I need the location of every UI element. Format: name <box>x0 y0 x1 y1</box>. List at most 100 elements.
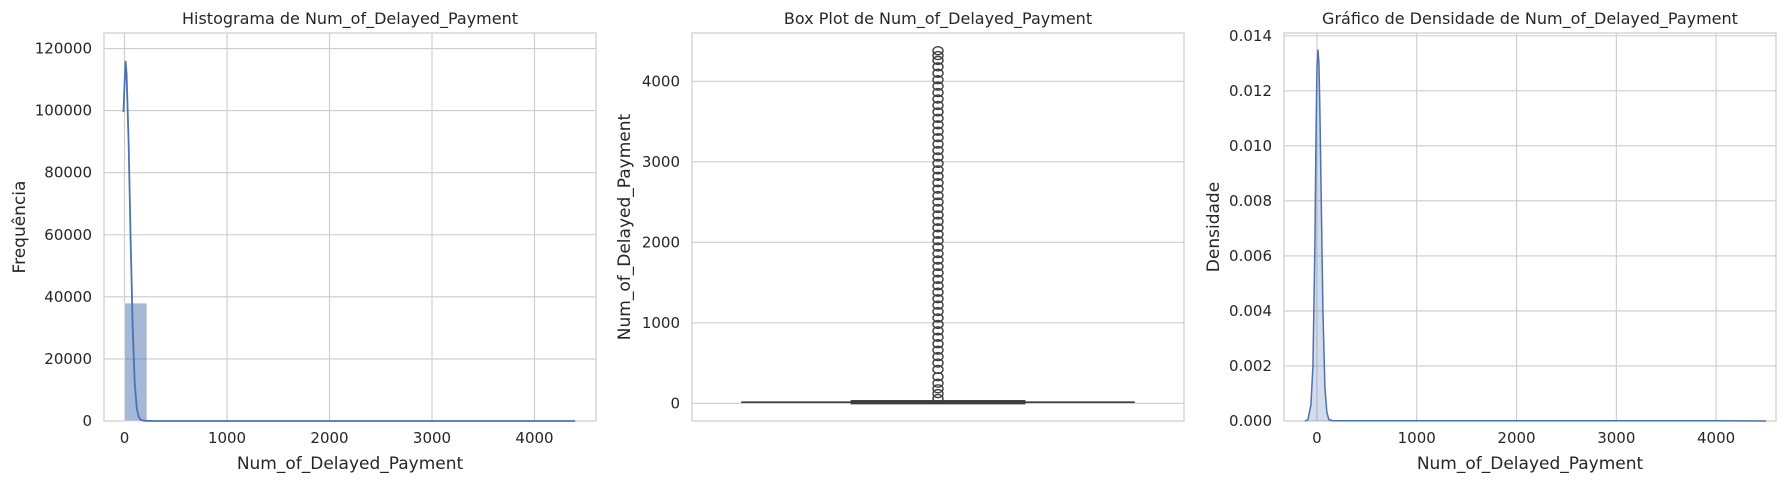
boxplot-outlier-point <box>932 223 944 233</box>
boxplot-outlier-point <box>932 120 944 130</box>
boxplot-outlier-point <box>932 358 944 368</box>
boxplot-outlier-point <box>932 345 944 355</box>
boxplot-outlier-point <box>932 339 944 349</box>
density-y-tick-label: 0.012 <box>1229 82 1272 100</box>
histogram-y-tick-label: 40000 <box>44 288 92 306</box>
boxplot-outlier-point <box>932 281 944 291</box>
boxplot-outlier-point <box>932 113 944 124</box>
boxplot-outlier-point <box>932 372 944 382</box>
histogram-y-axis-label: Frequência <box>10 181 30 274</box>
density-y-tick-label: 0.010 <box>1229 137 1272 155</box>
boxplot-outlier-point <box>932 248 944 259</box>
density-y-tick-labels: 0.000 0.002 0.004 0.006 0.008 0.010 0.012 0.014 <box>1229 27 1272 430</box>
histogram-x-tick-label: 4000 <box>515 429 553 447</box>
boxplot-outlier-point <box>932 255 944 265</box>
density-title: Gráfico de Densidade de Num_of_Delayed_P… <box>1322 9 1738 29</box>
histogram-x-tick-label: 2000 <box>310 429 348 447</box>
density-x-axis-label: Num_of_Delayed_Payment <box>1417 454 1644 474</box>
boxplot-outlier-point <box>932 388 944 399</box>
histogram-y-tick-label: 20000 <box>44 350 92 368</box>
boxplot-outlier-point <box>932 50 944 61</box>
density-y-tick-label: 0.002 <box>1229 357 1272 375</box>
histogram-title: Histograma de Num_of_Delayed_Payment <box>182 9 518 29</box>
boxplot-outlier-point <box>932 351 944 362</box>
boxplot-outlier-point <box>932 300 944 310</box>
boxplot-y-tick-label: 0 <box>670 394 680 412</box>
density-x-tick-label: 3000 <box>1597 429 1635 447</box>
boxplot-outlier-point <box>932 171 944 181</box>
boxplot-outlier-point <box>932 268 944 278</box>
boxplot-panel: 0 1000 2000 3000 4000 Box Plot de Num_of_Del… <box>615 9 1185 422</box>
density-y-tick-label: 0.000 <box>1229 412 1272 430</box>
boxplot-outlier-point <box>932 145 944 156</box>
density-x-tick-labels: 0 1000 2000 3000 4000 <box>1312 429 1735 447</box>
histogram-y-tick-label: 120000 <box>35 40 92 58</box>
boxplot-outlier-point <box>932 326 944 336</box>
boxplot-outlier-point <box>932 261 944 272</box>
boxplot-outlier-point <box>932 378 944 388</box>
density-y-tick-label: 0.008 <box>1229 192 1272 210</box>
boxplot-outlier-point <box>932 94 944 104</box>
boxplot-outlier-point <box>932 81 944 91</box>
boxplot-outlier-point <box>932 216 944 227</box>
boxplot-outlier-point <box>932 313 944 323</box>
boxplot-title: Box Plot de Num_of_Delayed_Payment <box>784 9 1092 29</box>
density-y-tick-label: 0.004 <box>1229 302 1272 320</box>
boxplot-outlier-point <box>932 139 944 149</box>
boxplot-outlier-point <box>932 68 944 78</box>
boxplot-outlier-point <box>932 46 944 56</box>
histogram-x-tick-label: 3000 <box>413 429 451 447</box>
boxplot-outliers <box>932 46 944 404</box>
histogram-y-tick-label: 100000 <box>35 102 92 120</box>
boxplot-outlier-point <box>932 306 944 317</box>
density-x-tick-label: 4000 <box>1697 429 1735 447</box>
boxplot-outlier-point <box>932 293 944 304</box>
boxplot-outlier-point <box>932 235 944 246</box>
boxplot-outlier-point <box>932 165 944 175</box>
histogram-y-tick-label: 80000 <box>44 164 92 182</box>
boxplot-outlier-point <box>932 62 944 72</box>
boxplot-outlier-point <box>932 158 944 169</box>
histogram-kde-line <box>122 60 576 422</box>
histogram-x-tick-label: 0 <box>120 429 130 447</box>
boxplot-y-axis-label: Num_of_Delayed_Payment <box>615 113 635 340</box>
histogram-y-tick-label: 0 <box>82 412 92 430</box>
histogram-panel: 0 1000 2000 3000 4000 0 20000 40000 60000 80000 1… <box>10 9 597 474</box>
boxplot-outlier-point <box>932 332 944 342</box>
density-y-tick-label: 0.006 <box>1229 247 1272 265</box>
histogram-plot-area <box>103 32 597 422</box>
density-line <box>1304 49 1767 422</box>
histogram-x-axis-label: Num_of_Delayed_Payment <box>237 454 464 474</box>
boxplot-outlier-point <box>932 274 944 285</box>
density-y-tick-label: 0.014 <box>1229 27 1272 45</box>
boxplot-outlier-point <box>932 74 944 85</box>
boxplot-outlier-point <box>932 152 944 162</box>
histogram-x-tick-label: 1000 <box>208 429 246 447</box>
histogram-y-tick-labels: 0 20000 40000 60000 80000 100000 120000 <box>35 40 92 430</box>
boxplot-outlier-point <box>932 197 944 207</box>
boxplot-outlier-point <box>932 287 944 297</box>
boxplot-y-tick-labels: 0 1000 2000 3000 4000 <box>642 72 680 412</box>
boxplot-plot-area <box>691 32 1185 422</box>
density-x-tick-label: 2000 <box>1497 429 1535 447</box>
boxplot-outlier-point <box>932 100 944 111</box>
boxplot-outlier-point <box>932 107 944 117</box>
boxplot-outlier-point <box>932 55 944 66</box>
boxplot-y-tick-label: 1000 <box>642 314 680 332</box>
boxplot-outlier-point <box>932 210 944 220</box>
boxplot-outlier-point <box>932 319 944 330</box>
density-y-axis-label: Densidade <box>1204 182 1224 272</box>
boxplot-outlier-point <box>932 178 944 188</box>
boxplot-outlier-point <box>932 190 944 201</box>
boxplot-outlier-point <box>932 126 944 136</box>
histogram-x-tick-labels: 0 1000 2000 3000 4000 <box>120 429 554 447</box>
boxplot-y-tick-label: 4000 <box>642 72 680 90</box>
boxplot-outlier-point <box>932 203 944 214</box>
boxplot-outlier-point <box>932 384 944 394</box>
boxplot-outlier-point <box>932 229 944 239</box>
histogram-bar <box>124 302 148 422</box>
boxplot-outlier-point <box>932 364 944 375</box>
density-x-tick-label: 1000 <box>1398 429 1436 447</box>
boxplot-outlier-point <box>932 242 944 252</box>
